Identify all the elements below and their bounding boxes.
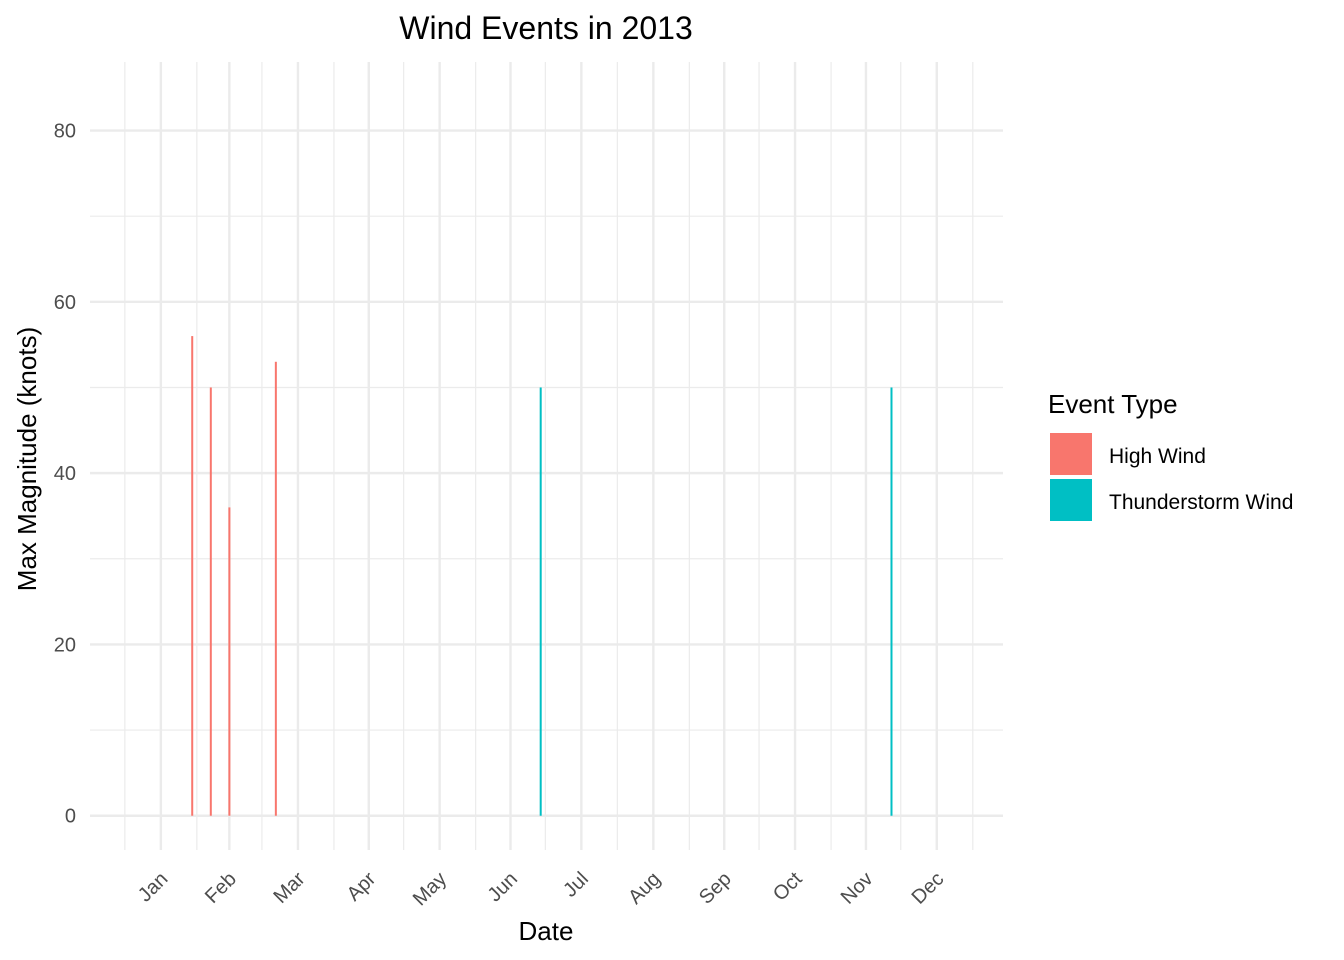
bar-high-wind <box>191 336 194 816</box>
legend: Event Type High Wind Thunderstorm Wind <box>1048 389 1293 521</box>
y-axis-tick-labels: 0 20 40 60 80 <box>54 121 76 828</box>
y-axis-title: Max Magnitude (knots) <box>12 327 42 591</box>
x-tick-label: May <box>409 868 451 910</box>
x-tick-label: Mar <box>270 868 310 908</box>
bar-thunderstorm-wind <box>890 387 893 816</box>
bar-high-wind <box>228 507 231 816</box>
x-tick-label: Dec <box>908 868 949 909</box>
bar-high-wind <box>209 387 212 816</box>
x-tick-label: Feb <box>201 868 241 908</box>
y-tick-label: 0 <box>65 806 76 828</box>
legend-label-high-wind: High Wind <box>1109 445 1206 468</box>
x-tick-label: Jan <box>134 868 172 906</box>
legend-title: Event Type <box>1048 389 1178 419</box>
x-axis-tick-labels: Jan Feb Mar Apr May Jun Jul Aug Sep Oct Nov Dec <box>134 868 948 911</box>
bar-high-wind <box>274 361 277 816</box>
y-tick-label: 80 <box>54 121 76 143</box>
chart-title: Wind Events in 2013 <box>399 10 693 46</box>
data-bars <box>191 336 893 816</box>
x-tick-label: Oct <box>769 868 807 906</box>
x-axis-title: Date <box>519 916 574 946</box>
y-tick-label: 20 <box>54 634 76 656</box>
x-tick-label: Sep <box>695 868 736 909</box>
y-tick-label: 40 <box>54 463 76 485</box>
y-tick-label: 60 <box>54 292 76 314</box>
legend-swatch-high-wind <box>1050 433 1092 475</box>
minor-gridlines <box>90 62 1003 850</box>
legend-swatch-thunderstorm-wind <box>1050 479 1092 521</box>
x-tick-label: Nov <box>837 868 878 909</box>
x-tick-label: Aug <box>624 868 665 909</box>
bar-thunderstorm-wind <box>539 387 542 816</box>
legend-label-thunderstorm-wind: Thunderstorm Wind <box>1109 491 1293 514</box>
x-tick-label: Jul <box>559 868 593 902</box>
x-tick-label: Apr <box>343 868 381 906</box>
x-tick-label: Jun <box>484 868 522 906</box>
major-gridlines <box>90 62 1003 850</box>
